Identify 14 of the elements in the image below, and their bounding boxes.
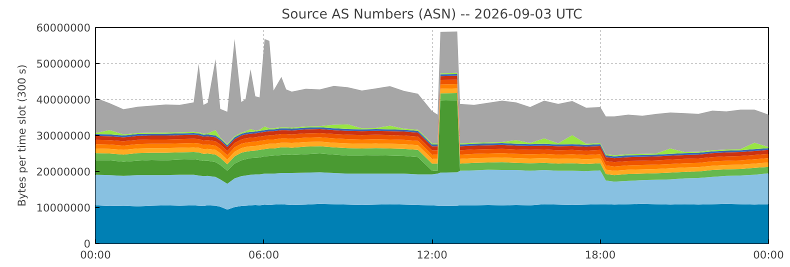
y-tick-label: 40000000 xyxy=(36,94,91,106)
y-axis-title: Bytes per time slot (300 s) xyxy=(15,64,28,207)
y-tick-label: 10000000 xyxy=(36,202,91,214)
x-tick-label: 12:00 xyxy=(416,248,448,262)
y-tick-label: 30000000 xyxy=(36,130,91,142)
x-tick-label: 00:00 xyxy=(80,248,112,262)
y-tick-label: 50000000 xyxy=(36,58,91,70)
chart-title: Source AS Numbers (ASN) -- 2026-09-03 UTC xyxy=(282,8,582,22)
y-tick-label: 60000000 xyxy=(36,22,91,34)
y-tick-label: 0 xyxy=(84,238,91,250)
x-tick-label: 18:00 xyxy=(584,248,616,262)
y-tick-label: 20000000 xyxy=(36,166,91,178)
x-tick-label: 00:00 xyxy=(753,248,784,262)
x-tick-label: 06:00 xyxy=(248,248,280,262)
